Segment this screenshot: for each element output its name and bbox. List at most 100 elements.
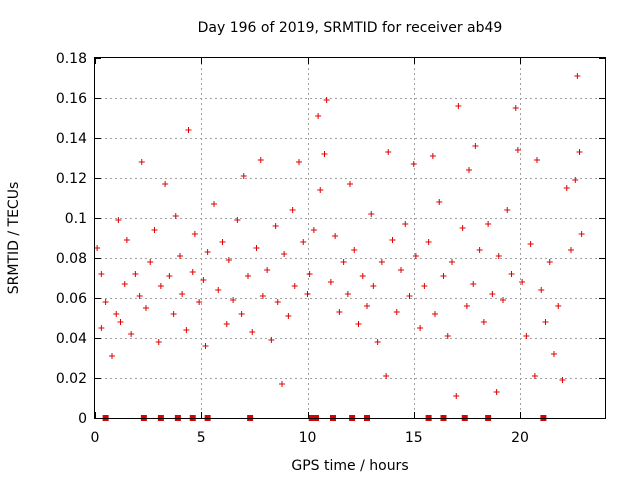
- data-point: [151, 227, 158, 233]
- data-point: [109, 353, 115, 359]
- data-point: [514, 147, 521, 153]
- data-point: [368, 211, 375, 217]
- y-tick-label: 0.16: [56, 91, 87, 107]
- data-point: [166, 273, 173, 279]
- data-point: [289, 207, 296, 213]
- data-point: [138, 159, 145, 165]
- data-point: [555, 303, 562, 309]
- data-point: [574, 73, 581, 79]
- data-point: [459, 225, 466, 231]
- data-point: [440, 273, 447, 279]
- data-point: [344, 291, 351, 297]
- x-tick-label: 5: [197, 430, 206, 446]
- data-point: [336, 309, 343, 315]
- data-point: [200, 277, 207, 283]
- data-point: [189, 269, 196, 275]
- data-point: [249, 329, 256, 335]
- data-point: [285, 313, 292, 319]
- data-point: [136, 293, 143, 299]
- data-point: [259, 293, 266, 299]
- data-point: [378, 259, 385, 265]
- data-point: [389, 237, 396, 243]
- data-point: [417, 325, 424, 331]
- data-point: [162, 181, 169, 187]
- x-axis-label: GPS time / hours: [291, 458, 408, 474]
- data-point: [347, 181, 353, 187]
- data-point: [132, 271, 139, 277]
- data-point: [495, 253, 502, 259]
- data-point: [230, 297, 237, 303]
- data-point: [406, 293, 413, 299]
- data-point: [531, 373, 538, 379]
- y-tick-label: 0.02: [56, 371, 87, 387]
- data-point: [121, 281, 128, 287]
- data-point: [245, 273, 251, 279]
- data-point: [398, 267, 404, 273]
- data-point: [504, 207, 511, 213]
- data-point: [453, 393, 460, 399]
- data-point: [355, 321, 362, 327]
- data-point: [470, 281, 477, 287]
- data-point: [402, 221, 409, 227]
- data-point: [202, 343, 209, 349]
- data-point: [370, 283, 377, 289]
- data-point: [466, 167, 472, 173]
- data-point: [196, 299, 203, 305]
- x-tick-label: 20: [511, 430, 529, 446]
- data-point: [306, 271, 313, 277]
- data-point: [542, 319, 549, 325]
- data-point: [385, 149, 392, 155]
- data-point: [170, 311, 177, 317]
- data-point: [317, 187, 324, 193]
- data-point: [472, 143, 479, 149]
- data-point: [323, 97, 330, 103]
- data-point: [489, 291, 496, 297]
- data-point: [559, 377, 566, 383]
- data-point: [219, 239, 226, 245]
- data-point: [147, 259, 154, 265]
- data-point: [253, 245, 260, 251]
- data-point: [279, 381, 285, 387]
- data-point: [412, 253, 419, 259]
- data-point: [257, 157, 264, 163]
- data-point: [429, 153, 436, 159]
- data-point: [493, 389, 500, 395]
- data-point: [234, 217, 241, 223]
- data-point: [421, 283, 428, 289]
- y-axis-label: SRMTID / TECUs: [6, 182, 22, 295]
- data-point: [523, 333, 530, 339]
- data-point: [359, 273, 366, 279]
- data-point: [444, 333, 451, 339]
- data-point: [519, 279, 526, 285]
- data-point: [551, 351, 557, 357]
- data-point: [94, 245, 101, 251]
- data-point: [143, 305, 149, 311]
- data-point: [274, 299, 281, 305]
- data-point: [568, 247, 574, 253]
- y-tick-label: 0.08: [56, 251, 87, 267]
- data-point: [183, 327, 190, 333]
- data-point: [98, 271, 105, 277]
- data-point: [425, 239, 432, 245]
- grid-lines: [95, 58, 605, 418]
- data-point: [268, 337, 275, 343]
- data-point: [179, 291, 186, 297]
- data-point: [485, 221, 492, 227]
- data-point: [123, 237, 130, 243]
- data-point: [300, 239, 307, 245]
- data-point: [172, 213, 179, 219]
- axis-ticks: 0 0.02 0.04 0.06 0.08 0.1 0.12 0.14 0.16 0.18 0 5 10…: [56, 51, 605, 446]
- data-point: [296, 159, 302, 165]
- data-point: [102, 299, 109, 305]
- data-point: [374, 339, 381, 345]
- x-tick-label: 10: [299, 430, 317, 446]
- data-point: [436, 199, 443, 205]
- data-point: [546, 259, 553, 265]
- data-point: [321, 151, 328, 157]
- data-point: [327, 279, 334, 285]
- data-point: [476, 247, 483, 253]
- data-point: [155, 339, 162, 345]
- data-point: [572, 177, 579, 183]
